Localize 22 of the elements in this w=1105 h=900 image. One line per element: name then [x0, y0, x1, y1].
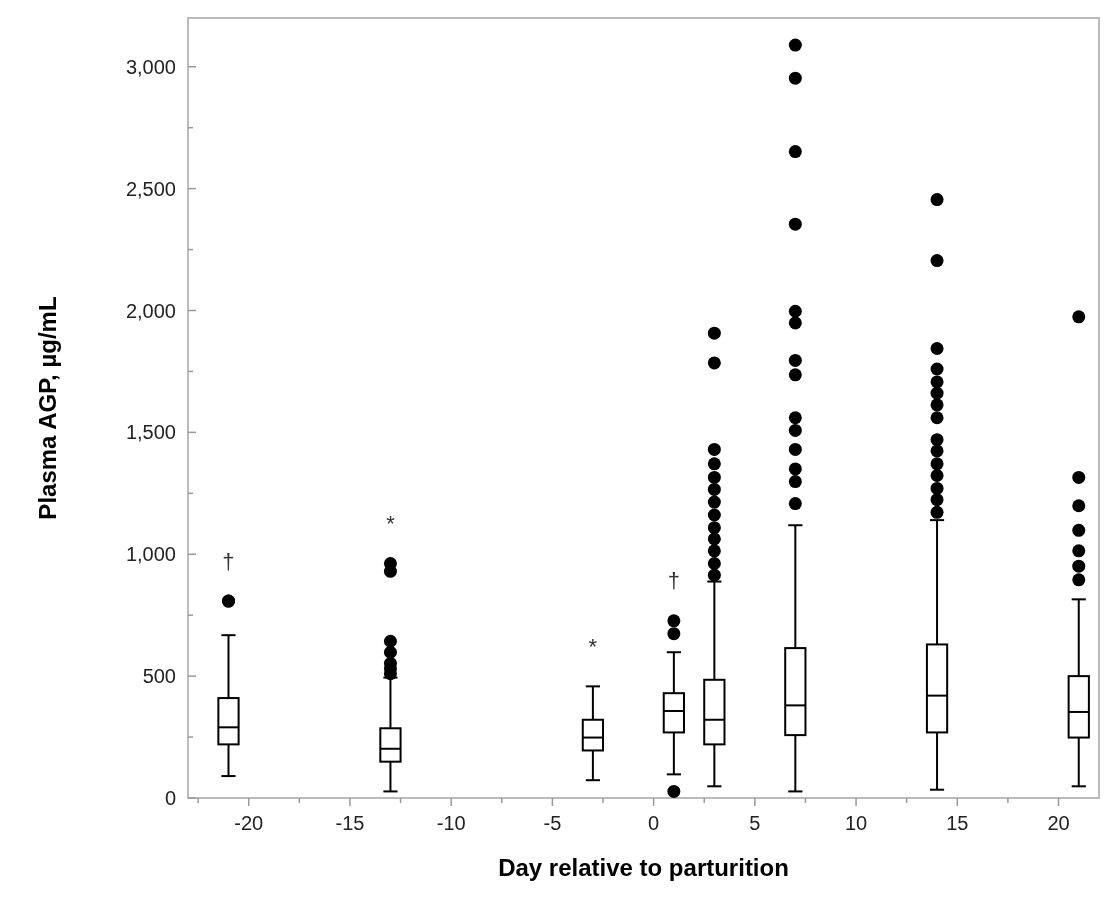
x-tick-label: -5: [543, 812, 562, 834]
y-tick-label: 0: [164, 787, 176, 809]
y-tick-label: 3,000: [125, 55, 176, 78]
x-tick-label: 20: [1047, 812, 1070, 834]
x-tick-label: 0: [648, 812, 660, 834]
x-axis-title: Day relative to parturition: [498, 854, 789, 881]
x-tick-label: -15: [335, 812, 365, 834]
x-tick-label: -20: [234, 812, 264, 834]
y-tick-label: 2,000: [125, 299, 176, 322]
y-tick-label: 1,500: [125, 421, 176, 444]
x-tick-label: -10: [436, 812, 466, 834]
annotation: *: [588, 634, 598, 660]
y-axis-title: Plasma AGP, µg/mL: [34, 296, 61, 520]
y-tick-label: 500: [142, 665, 176, 688]
x-tick-label: 10: [844, 812, 868, 834]
annotation: †: [222, 548, 235, 574]
x-tick-label: 15: [946, 812, 969, 834]
annotation: †: [667, 568, 680, 594]
y-tick-label: 1,000: [125, 543, 176, 566]
annotation: *: [386, 511, 396, 537]
x-tick-label: 5: [749, 812, 761, 834]
y-tick-label: 2,500: [125, 177, 176, 200]
